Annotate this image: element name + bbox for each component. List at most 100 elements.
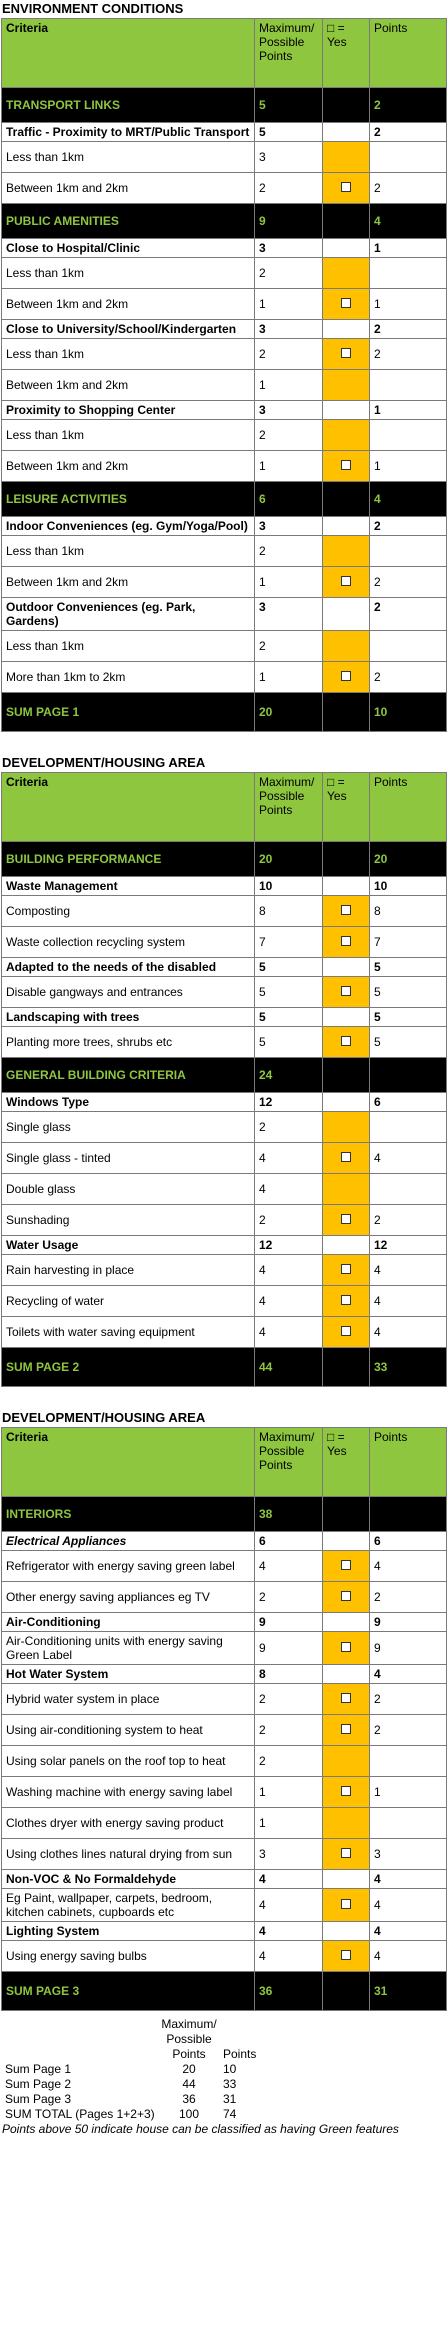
criterion-row: Lighting System 4 4	[1, 1921, 447, 1941]
yes-cell	[322, 1631, 370, 1665]
yes-cell	[322, 630, 370, 662]
criteria-cell: More than 1km to 2km	[1, 661, 255, 693]
checkbox-icon[interactable]	[341, 1036, 351, 1046]
checkbox-icon[interactable]	[341, 905, 351, 915]
criteria-cell: Adapted to the needs of the disabled	[1, 957, 255, 977]
max-points-cell: 1	[254, 1807, 323, 1839]
header-criteria: Criteria	[1, 1427, 255, 1497]
summary-row: Sum Page 1 20 10	[3, 2062, 323, 2077]
max-points-cell: 4	[254, 1921, 323, 1941]
checkbox-icon[interactable]	[341, 1152, 351, 1162]
yes-cell	[322, 692, 370, 732]
summary-block: Maximum/ Possible Points Points Sum Page 1…	[2, 2017, 447, 2122]
option-row: Refrigerator with energy saving green la…	[1, 1550, 447, 1582]
max-points-cell: 20	[254, 841, 323, 877]
yes-cell	[322, 1664, 370, 1684]
yes-cell	[322, 1921, 370, 1941]
checkbox-icon[interactable]	[341, 576, 351, 586]
scorecard: ENVIRONMENT CONDITIONS Criteria Maximum/ P…	[0, 1, 447, 2136]
max-points-cell: 3	[254, 1838, 323, 1870]
max-points-cell: 20	[254, 692, 323, 732]
header-yes: □ = Yes	[322, 18, 370, 88]
criteria-cell: Less than 1km	[1, 419, 255, 451]
criterion-row: Traffic - Proximity to MRT/Public Transp…	[1, 122, 447, 142]
option-row: Clothes dryer with energy saving product…	[1, 1807, 447, 1839]
checkbox-icon[interactable]	[341, 460, 351, 470]
checkbox-icon[interactable]	[341, 986, 351, 996]
option-row: Composting 8 8	[1, 895, 447, 927]
criterion-row: Indoor Conveniences (eg. Gym/Yoga/Pool) 3…	[1, 516, 447, 536]
yes-cell	[322, 1971, 370, 2011]
checkbox-icon[interactable]	[341, 1724, 351, 1734]
summary-max: 20	[182, 2062, 196, 2076]
criteria-cell: SUM PAGE 1	[1, 692, 255, 732]
points-cell: 4	[369, 1254, 447, 1286]
option-row: Less than 1km 2	[1, 419, 447, 451]
max-points-cell: 3	[254, 516, 323, 536]
checkbox-icon[interactable]	[341, 1642, 351, 1652]
criteria-table: Criteria Maximum/ Possible Points □ = Yes P…	[1, 18, 447, 732]
points-cell	[369, 257, 447, 289]
section-title: DEVELOPMENT/HOUSING AREA	[2, 1410, 206, 1425]
criteria-cell: Single glass	[1, 1111, 255, 1143]
points-cell	[369, 1173, 447, 1205]
option-row: Other energy saving appliances eg TV 2 2	[1, 1581, 447, 1613]
yes-cell	[322, 1581, 370, 1613]
option-row: Disable gangways and entrances 5 5	[1, 976, 447, 1008]
header-yes: □ = Yes	[322, 1427, 370, 1497]
checkbox-icon[interactable]	[341, 1786, 351, 1796]
max-points-cell: 3	[254, 597, 323, 631]
points-cell: 4	[369, 1550, 447, 1582]
criteria-cell: Less than 1km	[1, 630, 255, 662]
points-cell: 20	[369, 841, 447, 877]
section-gap	[0, 1387, 447, 1409]
checkbox-icon[interactable]	[341, 1693, 351, 1703]
yes-cell	[322, 1745, 370, 1777]
points-cell: 2	[369, 1204, 447, 1236]
option-row: Between 1km and 2km 1 2	[1, 566, 447, 598]
checkbox-icon[interactable]	[341, 298, 351, 308]
criterion-row: Air-Conditioning 9 9	[1, 1612, 447, 1632]
yes-cell	[322, 1173, 370, 1205]
criterion-row: Proximity to Shopping Center 3 1	[1, 400, 447, 420]
max-points-cell: 1	[254, 661, 323, 693]
checkbox-icon[interactable]	[341, 348, 351, 358]
yes-cell	[322, 957, 370, 977]
checkbox-icon[interactable]	[341, 1848, 351, 1858]
checkbox-icon[interactable]	[341, 1950, 351, 1960]
criteria-cell: Between 1km and 2km	[1, 369, 255, 401]
option-row: Less than 1km 3	[1, 141, 447, 173]
checkbox-icon[interactable]	[341, 1295, 351, 1305]
max-points-cell: 8	[254, 895, 323, 927]
points-cell: 2	[369, 597, 447, 631]
points-cell: 5	[369, 957, 447, 977]
criteria-cell: Composting	[1, 895, 255, 927]
max-points-cell: 4	[254, 1316, 323, 1348]
max-points-cell: 2	[254, 172, 323, 204]
checkbox-icon[interactable]	[341, 182, 351, 192]
checkbox-icon[interactable]	[341, 1560, 351, 1570]
checkbox-icon[interactable]	[341, 1326, 351, 1336]
checkbox-icon[interactable]	[341, 1591, 351, 1601]
yes-cell	[322, 319, 370, 339]
checkbox-icon[interactable]	[341, 1214, 351, 1224]
summary-label: Sum Page 2	[5, 2077, 72, 2091]
checkbox-icon[interactable]	[341, 671, 351, 681]
checkbox-icon[interactable]	[341, 1264, 351, 1274]
criterion-row: Electrical Appliances 6 6	[1, 1531, 447, 1551]
points-cell: 4	[369, 1142, 447, 1174]
summary-points-head: Points	[223, 2047, 257, 2061]
points-cell: 4	[369, 1921, 447, 1941]
yes-cell	[322, 661, 370, 693]
checkbox-icon[interactable]	[341, 936, 351, 946]
criterion-row: Close to University/School/Kindergarten 3…	[1, 319, 447, 339]
sum-row: SUM PAGE 3 36 31	[1, 1971, 447, 2011]
checkbox-icon[interactable]	[341, 1899, 351, 1909]
criteria-cell: Between 1km and 2km	[1, 566, 255, 598]
points-cell: 3	[369, 1838, 447, 1870]
option-row: Less than 1km 2 2	[1, 338, 447, 370]
header-yes: □ = Yes	[322, 772, 370, 842]
max-points-cell: 5	[254, 957, 323, 977]
criteria-cell: Rain harvesting in place	[1, 1254, 255, 1286]
max-points-cell: 12	[254, 1092, 323, 1112]
